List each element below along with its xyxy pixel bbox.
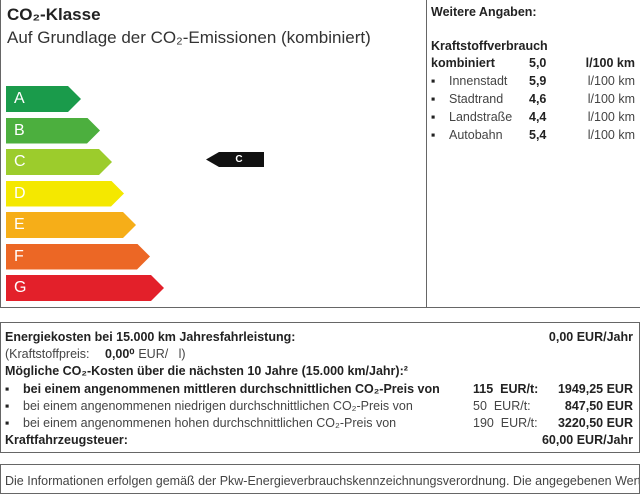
co2-class-panel: CO₂-Klasse Auf Grundlage der CO₂-Emissio… (0, 0, 428, 308)
consumption-row: ▪ Landstraße 4,4 l/100 km (431, 110, 635, 127)
tax-row: Kraftfahrzeugsteuer: 60,00 EUR/Jahr (5, 432, 633, 449)
co2-scenario-row: ▪ bei einem angenommenen hohen durchschni… (5, 415, 633, 432)
bullet: ▪ (5, 399, 10, 413)
fuel-price-unit: EUR/ l) (138, 347, 186, 361)
bullet: ▪ (431, 74, 436, 88)
co2-class-bar-f: F (6, 244, 150, 270)
co2-class-bar-g: G (6, 275, 164, 301)
co2-scenario-row: ▪ bei einem angenommenen mittleren durchs… (5, 381, 633, 398)
bullet: ▪ (431, 92, 436, 106)
bullet: ▪ (431, 110, 436, 124)
bullet: ▪ (5, 382, 10, 396)
consumption-unit: l/100 km (587, 128, 635, 142)
fuel-price-label: (Kraftstoffpreis: (5, 347, 90, 361)
consumption-label: Innenstadt (449, 74, 508, 88)
consumption-label: Stadtrand (449, 92, 504, 106)
consumption-label: Autobahn (449, 128, 503, 142)
fuel-price-value: 0,00⁰ (105, 347, 135, 361)
bullet: ▪ (431, 128, 436, 142)
tax-value: 60,00 EUR/Jahr (541, 433, 633, 447)
consumption-value: 5,4 (529, 128, 547, 142)
energy-costs-row: Energiekosten bei 15.000 km Jahresfahrle… (5, 329, 633, 346)
consumption-label: kombiniert (431, 56, 495, 70)
bullet: ▪ (5, 416, 10, 430)
current-class-marker: C (206, 152, 264, 167)
fuel-price-row: (Kraftstoffpreis: 0,00⁰ EUR/ l) (5, 346, 633, 363)
co2-class-title: CO₂-Klasse (7, 5, 101, 24)
consumption-label: Landstraße (449, 110, 513, 124)
consumption-unit: l/100 km (587, 110, 635, 124)
co2-costs-heading: Mögliche CO₂-Kosten über die nächsten 10… (5, 364, 408, 378)
costs-panel: Energiekosten bei 15.000 km Jahresfahrle… (0, 322, 640, 453)
consumption-unit: l/100 km (587, 74, 635, 88)
scenario-price: 50 EUR/t: (473, 399, 531, 413)
consumption-row: ▪ Autobahn 5,4 l/100 km (431, 128, 635, 145)
co2-class-bar-c: C (6, 149, 112, 175)
legal-note-text: Die Informationen erfolgen gemäß der Pkw… (5, 474, 640, 488)
consumption-row: ▪ Stadtrand 4,6 l/100 km (431, 92, 635, 109)
consumption-unit: l/100 km (585, 56, 635, 70)
co2-class-bar-a: A (6, 86, 81, 112)
further-info-panel: Weitere Angaben: Kraftstoffverbrauch kom… (426, 0, 640, 308)
consumption-value: 5,0 (529, 56, 547, 70)
co2-class-bar-e: E (6, 212, 136, 238)
scenario-value: 847,50 EUR (564, 399, 633, 413)
consumption-value: 5,9 (529, 74, 547, 88)
legal-note-panel: Die Informationen erfolgen gemäß der Pkw… (0, 464, 640, 494)
scenario-value: 3220,50 EUR (557, 416, 633, 430)
tax-label: Kraftfahrzeugsteuer: (5, 433, 128, 447)
scenario-text: bei einem angenommenen hohen durchschnit… (23, 416, 397, 430)
fuel-consumption-heading: Kraftstoffverbrauch (431, 39, 548, 53)
scenario-price: 115 EUR/t: (473, 382, 539, 396)
consumption-row: kombiniert 5,0 l/100 km (431, 56, 635, 73)
co2-class-bar-b: B (6, 118, 100, 144)
scenario-value: 1949,25 EUR (557, 382, 633, 396)
energy-costs-value: 0,00 EUR/Jahr (548, 330, 633, 344)
scenario-price: 190 EUR/t: (473, 416, 538, 430)
further-info-title: Weitere Angaben: (431, 5, 537, 19)
co2-scenario-row: ▪ bei einem angenommenen niedrigen durchs… (5, 398, 633, 415)
scenario-text: bei einem angenommenen mittleren durchsc… (23, 382, 440, 396)
scenario-text: bei einem angenommenen niedrigen durchsc… (23, 399, 413, 413)
consumption-unit: l/100 km (587, 92, 635, 106)
co2-class-bar-d: D (6, 181, 124, 207)
consumption-value: 4,4 (529, 110, 547, 124)
consumption-row: ▪ Innenstadt 5,9 l/100 km (431, 74, 635, 91)
co2-class-subtitle: Auf Grundlage der CO₂-Emissionen (kombin… (7, 28, 371, 47)
energy-costs-label: Energiekosten bei 15.000 km Jahresfahrle… (5, 330, 296, 344)
consumption-value: 4,6 (529, 92, 547, 106)
